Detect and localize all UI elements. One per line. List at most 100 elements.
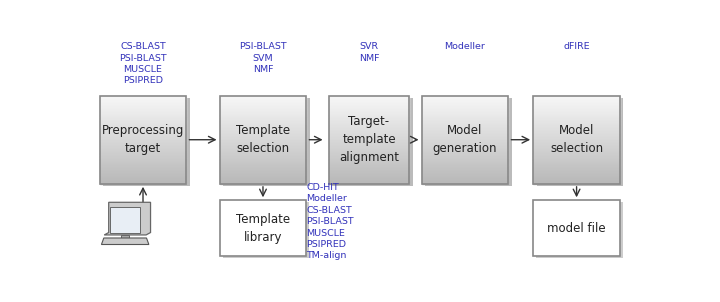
Bar [100, 106, 186, 107]
Bar [220, 137, 306, 138]
Bar [100, 137, 186, 138]
Bar [422, 101, 508, 103]
Bar [328, 127, 410, 128]
Bar [220, 177, 306, 178]
Bar [121, 235, 129, 241]
Bar [220, 110, 306, 112]
Bar [328, 124, 410, 125]
Bar [328, 112, 410, 113]
Bar [328, 97, 410, 98]
Bar [422, 163, 508, 165]
Bar [422, 135, 508, 137]
Bar [328, 137, 410, 138]
Bar [534, 169, 620, 171]
Bar [328, 143, 410, 144]
Bar [220, 95, 306, 184]
Bar [100, 138, 186, 140]
Bar [422, 134, 508, 135]
Bar [422, 156, 508, 157]
Bar [328, 166, 410, 168]
Bar [100, 182, 186, 184]
Bar [328, 110, 410, 112]
Bar [534, 146, 620, 147]
Bar [220, 160, 306, 162]
Bar [100, 181, 186, 182]
Bar [328, 162, 410, 163]
Bar [100, 166, 186, 168]
Bar [220, 144, 306, 146]
Bar [220, 100, 306, 101]
Bar [100, 130, 186, 131]
Text: Modeller: Modeller [444, 42, 485, 51]
Bar [100, 177, 186, 178]
Bar [328, 100, 410, 101]
Bar [100, 132, 186, 134]
Bar [534, 140, 620, 141]
Bar [328, 157, 410, 159]
Bar [220, 135, 306, 137]
Bar [328, 109, 410, 110]
Bar [100, 172, 186, 174]
Bar [328, 115, 410, 116]
Bar [422, 157, 508, 159]
Bar [220, 120, 306, 122]
Bar [100, 147, 186, 149]
Bar [422, 118, 508, 119]
Bar [220, 134, 306, 135]
Text: Template
library: Template library [236, 213, 290, 244]
Bar [328, 165, 410, 166]
Bar [100, 156, 186, 157]
Bar [220, 169, 306, 171]
Bar [422, 178, 508, 179]
Bar [422, 171, 508, 172]
Bar [534, 109, 620, 110]
Bar [422, 100, 508, 101]
Bar [100, 169, 186, 171]
Bar [534, 162, 620, 163]
Bar [100, 140, 186, 141]
Bar [534, 112, 620, 113]
Bar [534, 100, 620, 101]
Bar [220, 109, 306, 110]
Bar [422, 104, 508, 106]
Bar [220, 146, 306, 147]
Bar [534, 120, 620, 122]
Bar [100, 113, 186, 115]
Text: Target-
template
alignment: Target- template alignment [339, 115, 399, 164]
Bar [422, 150, 508, 152]
Bar [328, 101, 410, 103]
Bar [328, 141, 410, 143]
Bar [328, 120, 410, 122]
Bar [100, 152, 186, 153]
Bar [534, 152, 620, 153]
Bar [534, 149, 620, 150]
Bar [422, 109, 508, 110]
Bar [328, 153, 410, 154]
Bar [100, 168, 186, 169]
Bar [100, 154, 186, 156]
Bar [328, 150, 410, 152]
Bar [534, 119, 620, 120]
Bar [220, 118, 306, 119]
Bar [100, 124, 186, 125]
Bar [534, 125, 620, 127]
Bar [534, 138, 620, 140]
Bar [100, 165, 186, 166]
Bar [534, 147, 620, 149]
Bar [534, 177, 620, 178]
Bar [422, 154, 508, 156]
Bar [220, 104, 306, 106]
Bar [534, 134, 620, 135]
Text: SVR
NMF: SVR NMF [359, 42, 379, 63]
Bar [422, 165, 508, 166]
Bar [100, 159, 186, 160]
Bar [328, 119, 410, 120]
Bar [422, 122, 508, 124]
Bar [328, 174, 410, 175]
Bar [425, 98, 512, 186]
Bar [422, 98, 508, 100]
Bar [422, 181, 508, 182]
Bar [220, 124, 306, 125]
Bar [328, 128, 410, 130]
Text: Model
selection: Model selection [550, 124, 603, 155]
